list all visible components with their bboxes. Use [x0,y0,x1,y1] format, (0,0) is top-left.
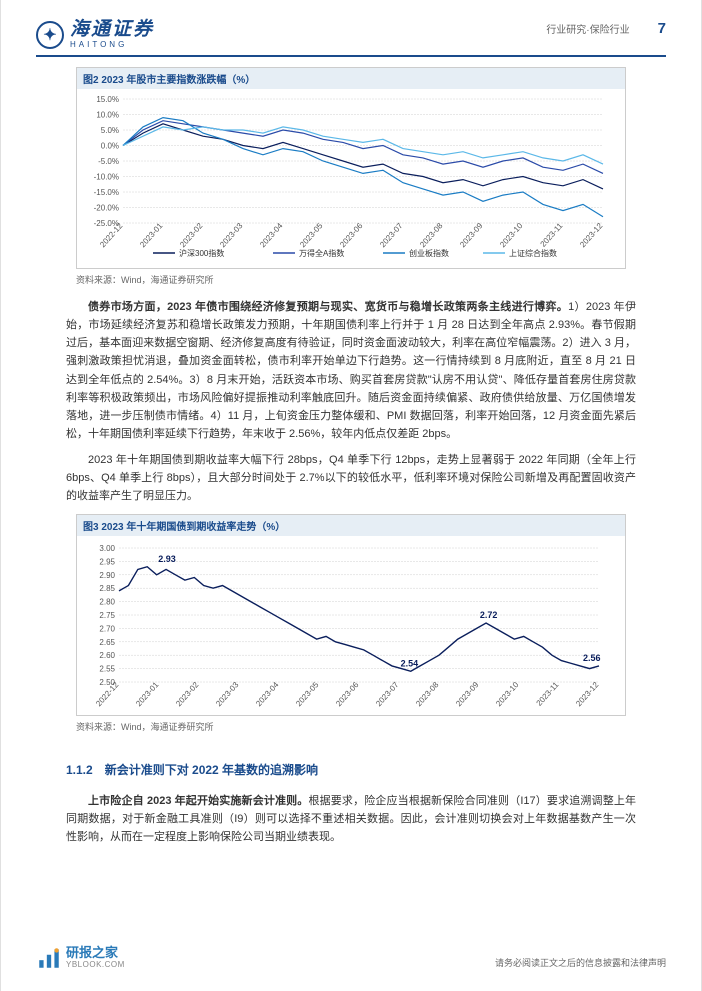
svg-text:2023-04: 2023-04 [254,679,281,707]
svg-text:2023-06: 2023-06 [334,679,361,707]
watermark-cn: 研报之家 [66,946,125,960]
svg-text:-10.0%: -10.0% [94,173,119,182]
svg-text:创业板指数: 创业板指数 [409,248,449,258]
svg-text:2023-08: 2023-08 [418,221,445,249]
svg-text:2.80: 2.80 [99,597,115,606]
svg-text:2.60: 2.60 [99,651,115,660]
svg-text:2023-05: 2023-05 [294,679,321,707]
footer-disclosure: 请务必阅读正文之后的信息披露和法律声明 [495,956,666,969]
watermark-en: YBLOOK.COM [66,961,125,970]
svg-text:2.75: 2.75 [99,611,115,620]
svg-text:2023-04: 2023-04 [258,221,285,249]
logo-cn: 海通证券 [70,20,154,39]
svg-text:-15.0%: -15.0% [94,188,119,197]
svg-text:3.00: 3.00 [99,544,115,553]
svg-text:2023-06: 2023-06 [338,221,365,249]
svg-text:5.0%: 5.0% [101,126,119,135]
watermark: 研报之家 YBLOOK.COM [36,945,125,971]
svg-text:2.65: 2.65 [99,637,115,646]
svg-text:2.54: 2.54 [401,658,419,668]
svg-text:2023-10: 2023-10 [494,679,521,707]
chart3-box: 图3 2023 年十年期国债到期收益率走势（%） 2.502.552.602.6… [76,514,626,716]
svg-text:2.90: 2.90 [99,570,115,579]
chart2-source: 资料来源：Wind，海通证券研究所 [76,273,626,286]
svg-text:2023-11: 2023-11 [539,221,565,249]
svg-text:2023-10: 2023-10 [498,221,525,249]
svg-text:2023-02: 2023-02 [174,679,201,707]
svg-text:2023-01: 2023-01 [134,679,161,707]
svg-text:2.85: 2.85 [99,584,115,593]
chart2-title: 图2 2023 年股市主要指数涨跌幅（%） [77,68,625,89]
svg-text:-5.0%: -5.0% [98,157,119,166]
chart3-source: 资料来源：Wind，海通证券研究所 [76,720,626,733]
svg-text:2.93: 2.93 [158,553,176,563]
svg-text:-20.0%: -20.0% [94,204,119,213]
svg-text:2023-01: 2023-01 [138,221,165,249]
svg-text:2023-11: 2023-11 [535,679,561,707]
svg-text:2023-12: 2023-12 [574,679,601,707]
chart3-svg: 2.502.552.602.652.702.752.802.852.902.95… [83,540,613,710]
chart2-svg: -25.0%-20.0%-15.0%-10.0%-5.0%0.0%5.0%10.… [83,93,613,263]
para-accounting: 上市险企自 2023 年起开始实施新会计准则。根据要求，险企应当根据新保险合同准… [66,792,636,846]
svg-text:2.72: 2.72 [480,610,498,620]
svg-text:2023-07: 2023-07 [378,221,405,249]
svg-text:2023-08: 2023-08 [414,679,441,707]
section-1-1-2: 1.1.2 新会计准则下对 2022 年基数的追溯影响 [66,761,636,778]
svg-text:2023-03: 2023-03 [214,679,241,707]
svg-text:2.56: 2.56 [583,652,601,662]
svg-text:上证综合指数: 上证综合指数 [509,248,557,258]
logo-en: HAITONG [70,41,154,49]
svg-text:2023-03: 2023-03 [218,221,245,249]
header-category: 行业研究·保险行业 [546,21,629,36]
brand-logo: ✦ 海通证券 HAITONG [36,20,154,49]
svg-text:0.0%: 0.0% [101,142,119,151]
svg-text:2023-09: 2023-09 [454,679,481,707]
svg-text:15.0%: 15.0% [96,95,119,104]
svg-text:2023-12: 2023-12 [578,221,605,249]
chart2-box: 图2 2023 年股市主要指数涨跌幅（%） -25.0%-20.0%-15.0%… [76,67,626,269]
para-bond-market: 债券市场方面，2023 年债市围绕经济修复预期与现实、宽货币与稳增长政策两条主线… [66,298,636,443]
svg-text:2023-07: 2023-07 [374,679,401,707]
svg-text:2.70: 2.70 [99,624,115,633]
svg-text:10.0%: 10.0% [96,111,119,120]
watermark-icon [36,945,62,971]
svg-text:沪深300指数: 沪深300指数 [179,248,224,258]
svg-text:2.95: 2.95 [99,557,115,566]
logo-icon: ✦ [36,21,64,49]
svg-text:2.55: 2.55 [99,664,115,673]
svg-text:2023-09: 2023-09 [458,221,485,249]
page-header: ✦ 海通证券 HAITONG 行业研究·保险行业 7 [36,20,666,57]
svg-text:2023-02: 2023-02 [178,221,205,249]
page-number: 7 [658,20,666,37]
svg-text:2023-05: 2023-05 [298,221,325,249]
chart3-title: 图3 2023 年十年期国债到期收益率走势（%） [77,515,625,536]
svg-text:万得全A指数: 万得全A指数 [299,248,344,258]
para-yield-summary: 2023 年十年期国债到期收益率大幅下行 28bps，Q4 单季下行 12bps… [66,451,636,505]
